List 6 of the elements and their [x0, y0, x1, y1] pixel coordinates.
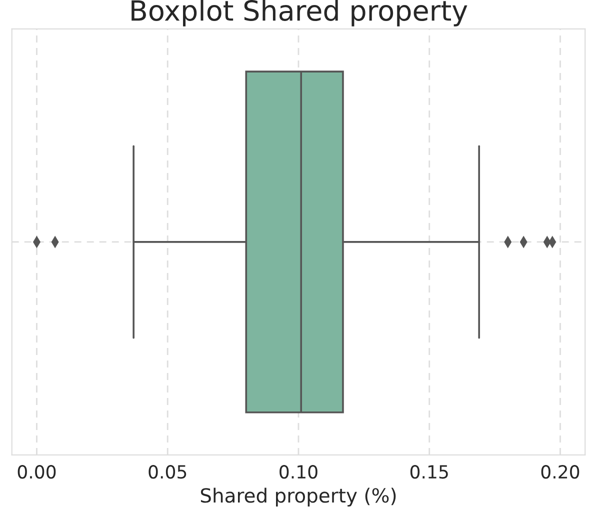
- x-tick-label: 0.15: [410, 465, 448, 479]
- x-tick-label: 0.05: [148, 465, 186, 479]
- x-tick-label: 0.10: [280, 465, 318, 479]
- x-tick-label: 0.20: [541, 465, 580, 479]
- x-axis-title: Shared property (%): [200, 488, 396, 507]
- x-tick-label: 0.00: [18, 465, 56, 479]
